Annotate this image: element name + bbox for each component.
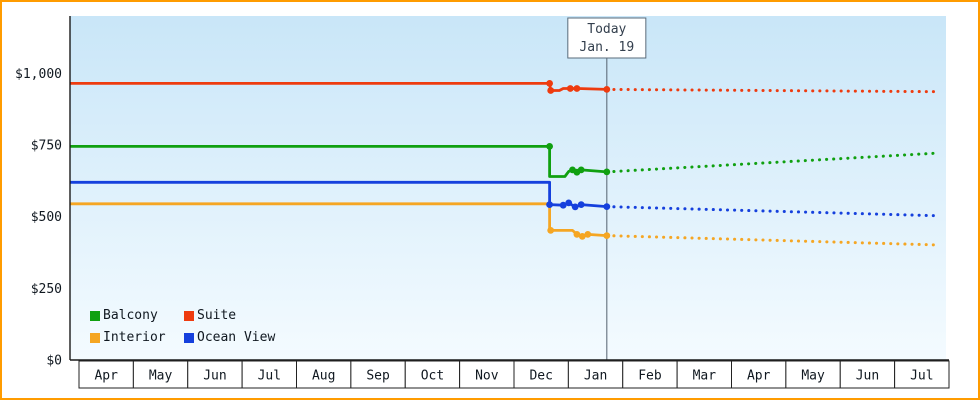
series-ocean-view-marker xyxy=(546,201,553,209)
legend-item-interior: Interior xyxy=(90,330,184,345)
y-axis-tick-label: $750 xyxy=(31,139,62,154)
x-axis-month-label: May xyxy=(801,369,825,384)
series-suite-marker xyxy=(573,85,581,92)
month-cell xyxy=(132,360,189,389)
series-suite-marker xyxy=(603,86,611,93)
legend-item-ocean-view: Ocean View xyxy=(184,330,275,345)
series-interior-marker xyxy=(547,227,555,234)
series-balcony-forecast-line xyxy=(605,151,941,174)
suite-swatch-icon xyxy=(184,310,194,321)
x-axis-month-label: Jun xyxy=(203,369,226,384)
legend-label-ocean-view: Ocean View xyxy=(197,330,276,345)
month-cell xyxy=(676,360,732,389)
series-suite-forecast-line xyxy=(605,87,941,94)
x-axis-month-label: Oct xyxy=(421,369,444,384)
legend-item-balcony: Balcony xyxy=(90,308,184,323)
month-cell xyxy=(241,360,297,389)
legend-label-suite: Suite xyxy=(197,308,237,323)
x-axis-month-label: Nov xyxy=(475,369,499,384)
x-axis-month-label: Feb xyxy=(638,369,662,384)
x-axis-month-label: Jan xyxy=(584,369,607,384)
series-ocean-view-marker xyxy=(559,201,567,209)
x-axis-month-label: Jul xyxy=(258,369,281,384)
series-interior-marker xyxy=(573,231,581,238)
plot-background xyxy=(70,16,946,360)
chart-legend: Balcony Suite Interior Ocean View xyxy=(90,308,275,345)
series-suite-marker xyxy=(546,80,553,87)
series-ocean-view-marker xyxy=(577,201,585,209)
x-axis-month-label: Mar xyxy=(693,369,717,384)
series-interior-forecast-line xyxy=(605,234,941,247)
month-cell xyxy=(78,360,134,389)
series-ocean-view-marker xyxy=(571,203,579,211)
series-interior-marker xyxy=(603,232,611,240)
series-ocean-view-marker xyxy=(565,199,573,207)
series-suite-marker xyxy=(566,85,574,92)
y-axis-tick-label: $1,000 xyxy=(15,67,62,82)
series-ocean-view-marker xyxy=(603,203,611,211)
today-label-line2: Jan. 19 xyxy=(579,40,634,55)
x-axis-month-label: Apr xyxy=(747,369,771,384)
series-suite-marker xyxy=(547,87,555,94)
y-axis-tick-label: $250 xyxy=(31,282,62,297)
x-axis-month-label: Jun xyxy=(856,369,879,384)
series-balcony-marker xyxy=(546,143,553,150)
month-cell xyxy=(894,360,950,389)
x-axis-month-label: Jul xyxy=(910,369,933,384)
legend-label-balcony: Balcony xyxy=(103,308,158,323)
today-label-box xyxy=(567,17,647,59)
balcony-swatch-icon xyxy=(90,310,100,321)
legend-item-suite: Suite xyxy=(184,308,275,323)
month-cell xyxy=(513,360,569,389)
x-axis-month-label: Aug xyxy=(312,369,335,384)
legend-label-interior: Interior xyxy=(103,330,166,345)
series-balcony-marker xyxy=(577,166,585,174)
y-axis-tick-label: $500 xyxy=(31,210,62,225)
series-balcony-marker xyxy=(603,168,611,176)
x-axis-month-label: Dec xyxy=(529,369,552,384)
series-interior-marker xyxy=(578,233,586,240)
month-cell xyxy=(187,360,243,389)
series-interior-marker xyxy=(584,231,592,238)
y-axis-tick-label: $0 xyxy=(46,354,62,369)
x-axis-month-label: Sep xyxy=(366,369,390,384)
series-ocean-view-forecast-line xyxy=(605,205,941,218)
x-axis-month-label: Apr xyxy=(94,369,118,384)
month-cell xyxy=(350,360,406,389)
month-cell xyxy=(459,360,515,389)
x-axis-month-label: May xyxy=(149,369,173,384)
ocean-view-swatch-icon xyxy=(184,332,194,343)
today-label-line1: Today xyxy=(587,22,626,37)
interior-swatch-icon xyxy=(90,332,100,343)
